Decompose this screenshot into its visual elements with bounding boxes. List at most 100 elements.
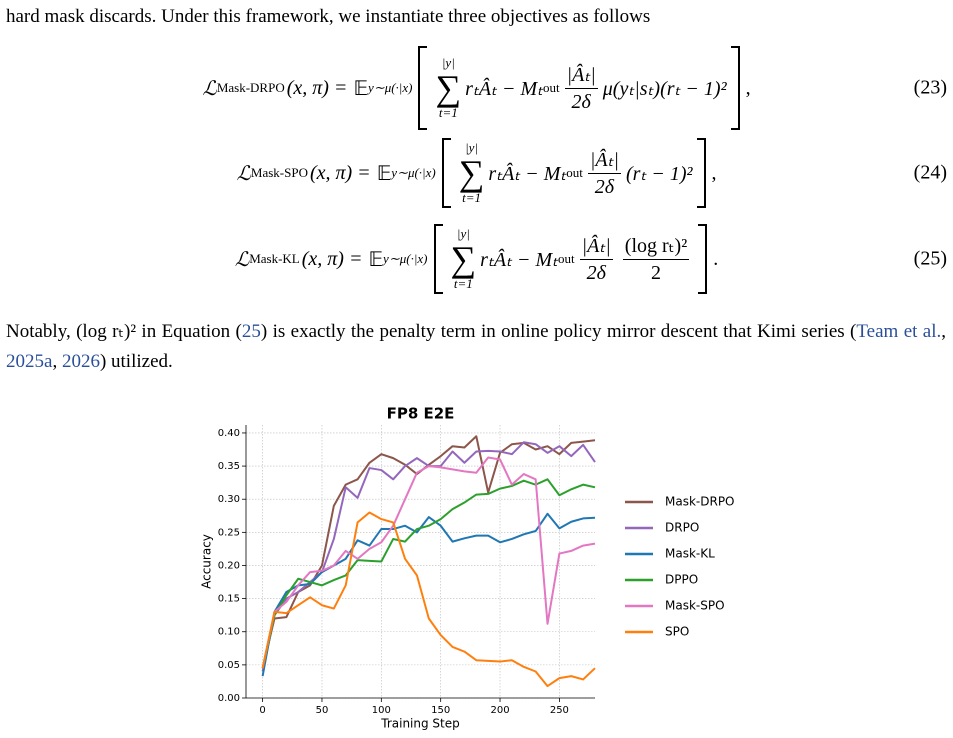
x-tick-label: 50 bbox=[316, 705, 329, 716]
y-tick-label: 0.25 bbox=[218, 527, 240, 538]
legend-label: DPPO bbox=[665, 573, 698, 587]
frac-den: 2δ bbox=[594, 175, 615, 198]
chart-title: FP8 E2E bbox=[387, 405, 455, 423]
x-axis-label: Training Step bbox=[380, 717, 460, 731]
frac-den: 2δ bbox=[586, 261, 606, 284]
series-line bbox=[261, 456, 596, 669]
punctuation: , bbox=[745, 76, 751, 99]
text-run: , bbox=[52, 351, 62, 372]
y-axis-label: Accuracy bbox=[200, 534, 214, 589]
expectation-subscript: y∼μ(·|x) bbox=[391, 165, 436, 180]
frac-num: |Âₜ| bbox=[579, 235, 613, 260]
text-run: ) is exactly the penalty term in online … bbox=[260, 321, 857, 342]
fraction: |Âₜ| 2δ bbox=[587, 149, 622, 198]
x-tick-label: 0 bbox=[259, 705, 265, 716]
term-sup: out bbox=[566, 165, 583, 180]
sum-sign: ∑ bbox=[450, 239, 477, 279]
left-bracket bbox=[418, 46, 428, 130]
frac-den: 2δ bbox=[571, 90, 591, 113]
x-tick-label: 200 bbox=[490, 705, 509, 716]
series-line bbox=[261, 441, 596, 672]
text-run: Notably, (log rₜ)² in Equation ( bbox=[6, 321, 242, 342]
penalty-fraction: (log rₜ)² 2 bbox=[622, 235, 690, 284]
right-bracket bbox=[730, 46, 740, 130]
y-tick-label: 0.40 bbox=[218, 428, 240, 439]
text-run: , bbox=[941, 321, 946, 342]
citation-link: 2026 bbox=[61, 351, 100, 372]
expectation-subscript: y∼μ(·|x) bbox=[383, 251, 428, 266]
expectation: 𝔼 bbox=[368, 248, 384, 271]
sum-bottom: t=1 bbox=[462, 190, 482, 205]
sum-block: |y| ∑ t=1 bbox=[451, 227, 477, 291]
y-tick-label: 0.00 bbox=[218, 693, 240, 704]
text-run: ) utilized. bbox=[99, 351, 173, 372]
legend-label: Mask-KL bbox=[665, 547, 715, 561]
legend-label: Mask-DRPO bbox=[665, 495, 735, 509]
y-tick-label: 0.35 bbox=[218, 461, 240, 472]
citation-link: 25 bbox=[241, 321, 261, 342]
expectation: 𝔼 bbox=[353, 77, 369, 100]
y-tick-label: 0.30 bbox=[218, 494, 240, 505]
equation-number: (25) bbox=[913, 247, 947, 270]
citation-link: Team et al. bbox=[856, 321, 942, 342]
loss-args: (x, π) = bbox=[286, 76, 348, 99]
penalty: (rₜ − 1)² bbox=[626, 162, 693, 185]
chart: FP8 E2E 0.00 0.05 0.10 0.15 0.20 0.25 0.30 0.35 0… bbox=[200, 405, 735, 731]
frac-num: |Âₜ| bbox=[587, 149, 622, 174]
expectation: 𝔼 bbox=[376, 162, 392, 185]
x-tick-label: 100 bbox=[372, 705, 391, 716]
script-l: ℒ bbox=[236, 162, 251, 185]
y-tick-label: 0.20 bbox=[218, 560, 240, 571]
penalty-num: (log rₜ)² bbox=[622, 235, 690, 260]
left-bracket bbox=[433, 224, 443, 294]
loss-subscript: Mask-SPO bbox=[250, 165, 308, 180]
loss-args: (x, π) = bbox=[301, 247, 363, 270]
sum-sign: ∑ bbox=[435, 68, 462, 108]
sum-bottom: t=1 bbox=[453, 276, 473, 291]
citation-link: 2025a bbox=[6, 351, 53, 372]
series-line bbox=[261, 511, 596, 688]
sum-block: |y| ∑ t=1 bbox=[435, 56, 461, 120]
series-line bbox=[261, 435, 596, 669]
x-tick-label: 150 bbox=[431, 705, 450, 716]
legend-label: DRPO bbox=[665, 521, 699, 535]
loss-args: (x, π) = bbox=[309, 161, 371, 184]
x-tick-label: 250 bbox=[550, 705, 569, 716]
legend-label: Mask-SPO bbox=[665, 599, 725, 613]
term: rₜÂₜ − Mₜ bbox=[488, 162, 567, 185]
punctuation: , bbox=[711, 161, 717, 184]
fraction: |Âₜ| 2δ bbox=[579, 235, 613, 284]
intro-paragraph: hard mask discards. Under this framework… bbox=[6, 6, 651, 27]
sum-bottom: t=1 bbox=[438, 105, 458, 120]
y-tick-label: 0.05 bbox=[218, 660, 240, 671]
script-l: ℒ bbox=[234, 248, 250, 271]
expectation-subscript: y∼μ(·|x) bbox=[368, 80, 413, 95]
y-tick-label: 0.10 bbox=[218, 627, 240, 638]
notably-paragraph: Notably, (log rₜ)² in Equation (25) is e… bbox=[6, 317, 946, 377]
right-bracket bbox=[698, 224, 708, 294]
equation-number: (24) bbox=[913, 161, 947, 184]
punctuation: . bbox=[713, 247, 719, 270]
term: rₜÂₜ − Mₜ bbox=[480, 248, 559, 271]
loss-subscript: Mask-DRPO bbox=[216, 80, 285, 95]
script-l: ℒ bbox=[202, 77, 217, 100]
left-bracket bbox=[441, 138, 451, 208]
fraction: |Âₜ| 2δ bbox=[564, 64, 598, 113]
right-bracket bbox=[696, 138, 706, 208]
legend-label: SPO bbox=[665, 625, 689, 639]
term: rₜÂₜ − Mₜ bbox=[465, 77, 544, 100]
loss-subscript: Mask-KL bbox=[249, 251, 300, 266]
series-line bbox=[261, 478, 596, 669]
term-sup: out bbox=[543, 80, 560, 95]
sum-top: |y| bbox=[441, 55, 455, 70]
equation-number: (23) bbox=[913, 76, 947, 99]
y-tick-label: 0.15 bbox=[218, 594, 240, 605]
sum-block: |y| ∑ t=1 bbox=[459, 141, 485, 205]
sum-top: |y| bbox=[456, 226, 470, 241]
frac-num: |Âₜ| bbox=[564, 64, 598, 89]
term-sup: out bbox=[558, 251, 575, 266]
